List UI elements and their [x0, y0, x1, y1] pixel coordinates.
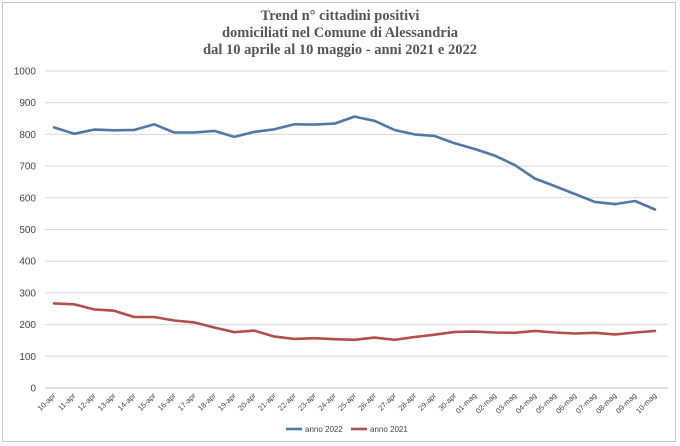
y-tick-label: 1000: [14, 67, 37, 78]
x-tick-label: 06-mag: [554, 391, 578, 415]
y-tick-label: 0: [30, 384, 36, 395]
x-tick-label: 18-apr: [196, 391, 218, 413]
x-tick-label: 17-apr: [176, 391, 198, 413]
legend-label: anno 2021: [370, 425, 408, 434]
x-tick-label: 01-mag: [454, 391, 478, 415]
x-tick-label: 25-apr: [336, 391, 358, 413]
x-tick-label: 29-apr: [416, 391, 438, 413]
chart-title-line-1: Trend n° cittadini positivi: [260, 8, 420, 24]
chart-frame: [2, 2, 676, 442]
x-tick-label: 21-apr: [256, 391, 278, 413]
x-tick-label: 28-apr: [396, 391, 418, 413]
x-tick-label: 09-mag: [614, 391, 638, 415]
x-tick-label: 26-apr: [356, 391, 378, 413]
y-tick-label: 800: [19, 130, 36, 141]
x-tick-label: 15-apr: [136, 391, 158, 413]
x-tick-label: 16-apr: [156, 391, 178, 413]
x-tick-label: 11-apr: [56, 391, 78, 413]
series-line-anno-2021: [52, 302, 657, 342]
y-tick-label: 500: [19, 225, 36, 236]
x-tick-label: 07-mag: [574, 391, 598, 415]
chart-title: Trend n° cittadini positivi domiciliati …: [0, 8, 680, 59]
y-tick-label: 600: [19, 193, 36, 204]
y-tick-label: 400: [19, 257, 36, 268]
legend-label: anno 2022: [305, 425, 343, 434]
chart-title-line-3: dal 10 aprile al 10 maggio - anni 2021 e…: [203, 42, 477, 58]
chart-title-line-2: domiciliati nel Comune di Alessandria: [221, 25, 459, 41]
y-tick-label: 100: [19, 352, 36, 363]
y-tick-label: 900: [19, 98, 36, 109]
x-tick-label: 12-apr: [76, 391, 98, 413]
x-tick-label: 23-apr: [296, 391, 318, 413]
x-tick-label: 05-mag: [534, 391, 558, 415]
x-tick-label: 10-mag: [634, 391, 658, 415]
x-tick-label: 04-mag: [514, 391, 538, 415]
y-tick-label: 300: [19, 288, 36, 299]
x-tick-label: 13-apr: [96, 391, 118, 413]
x-tick-label: 02-mag: [474, 391, 498, 415]
x-tick-label: 08-mag: [594, 391, 618, 415]
x-tick-label: 20-apr: [236, 391, 258, 413]
x-tick-label: 10-apr: [36, 391, 58, 413]
x-tick-label: 24-apr: [316, 391, 338, 413]
x-tick-label: 27-apr: [376, 391, 398, 413]
x-tick-label: 19-apr: [216, 391, 238, 413]
x-tick-label: 22-apr: [276, 391, 298, 413]
y-tick-label: 700: [19, 162, 36, 173]
x-tick-label: 03-mag: [494, 391, 518, 415]
x-tick-label: 14-apr: [116, 391, 138, 413]
y-tick-label: 200: [19, 320, 36, 331]
series-line-anno-2022: [52, 115, 657, 211]
